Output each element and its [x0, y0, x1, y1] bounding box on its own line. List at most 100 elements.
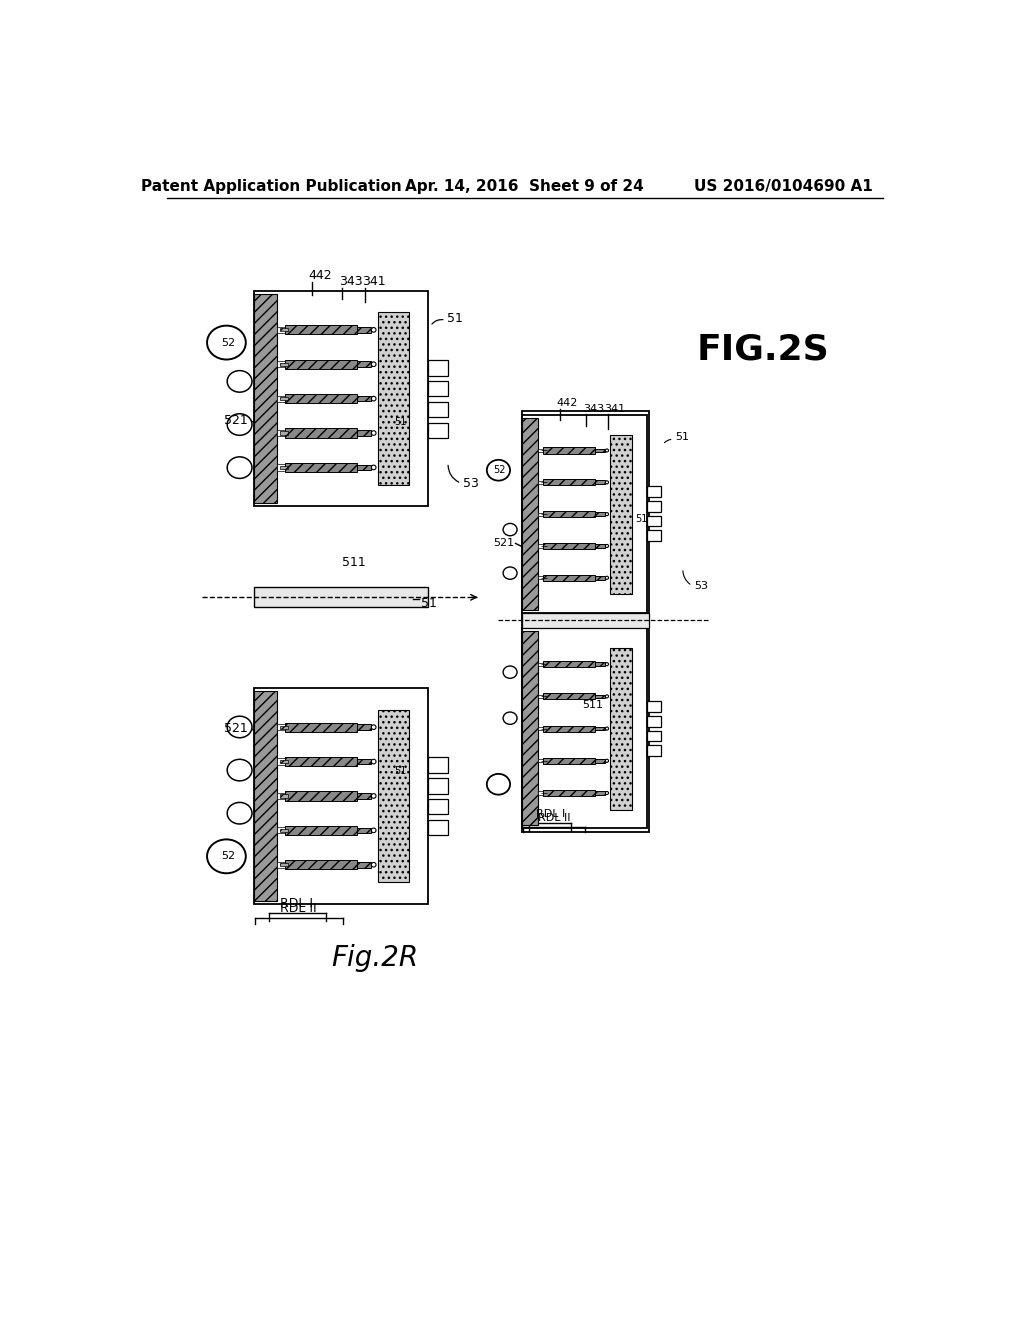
- Bar: [280, 863, 289, 866]
- Bar: [538, 544, 550, 548]
- Bar: [647, 502, 662, 512]
- Bar: [276, 362, 294, 367]
- Circle shape: [605, 544, 608, 548]
- Bar: [285, 861, 356, 870]
- Bar: [647, 701, 662, 711]
- Ellipse shape: [503, 524, 517, 536]
- Bar: [543, 543, 595, 549]
- Ellipse shape: [227, 717, 252, 738]
- Bar: [610, 648, 632, 810]
- Text: 51: 51: [636, 513, 648, 524]
- Bar: [595, 663, 605, 667]
- Circle shape: [372, 725, 376, 730]
- Bar: [538, 759, 550, 763]
- Text: 521: 521: [223, 413, 248, 426]
- Text: 51: 51: [675, 432, 689, 442]
- Bar: [356, 828, 371, 833]
- Bar: [428, 422, 449, 438]
- Circle shape: [372, 362, 376, 367]
- Bar: [276, 759, 294, 764]
- Text: 51: 51: [421, 597, 437, 610]
- Circle shape: [372, 828, 376, 833]
- Text: 341: 341: [362, 275, 386, 288]
- Bar: [285, 395, 356, 404]
- Circle shape: [605, 449, 608, 451]
- Text: 511: 511: [342, 556, 367, 569]
- Text: 343: 343: [339, 275, 362, 288]
- Bar: [428, 779, 449, 793]
- Bar: [276, 828, 294, 833]
- Bar: [254, 688, 428, 904]
- Bar: [595, 791, 605, 795]
- Bar: [428, 381, 449, 396]
- Bar: [521, 628, 647, 829]
- Text: 51: 51: [447, 312, 463, 325]
- Bar: [285, 325, 356, 334]
- Ellipse shape: [207, 840, 246, 874]
- Bar: [543, 511, 595, 517]
- Circle shape: [372, 465, 376, 470]
- Bar: [285, 756, 356, 766]
- Text: Apr. 14, 2016  Sheet 9 of 24: Apr. 14, 2016 Sheet 9 of 24: [406, 180, 644, 194]
- Text: 52: 52: [221, 338, 236, 347]
- Bar: [543, 726, 595, 731]
- Circle shape: [605, 663, 608, 665]
- Bar: [356, 465, 371, 470]
- Ellipse shape: [227, 803, 252, 824]
- Bar: [538, 694, 550, 698]
- Bar: [280, 363, 289, 366]
- Bar: [285, 359, 356, 368]
- Text: 52: 52: [493, 465, 506, 475]
- Bar: [543, 574, 595, 581]
- Bar: [428, 360, 449, 376]
- Bar: [595, 727, 605, 730]
- Bar: [543, 789, 595, 796]
- Ellipse shape: [227, 413, 252, 436]
- Bar: [280, 829, 289, 832]
- Text: 343: 343: [583, 404, 604, 413]
- Circle shape: [605, 577, 608, 579]
- Bar: [538, 792, 550, 795]
- Bar: [254, 692, 276, 900]
- Text: RDL II: RDL II: [281, 902, 316, 915]
- Bar: [280, 726, 289, 729]
- Bar: [254, 294, 276, 503]
- Bar: [538, 480, 550, 484]
- Bar: [280, 329, 289, 331]
- Bar: [538, 449, 550, 451]
- Bar: [276, 430, 294, 436]
- Bar: [356, 430, 371, 436]
- Bar: [276, 725, 294, 730]
- Text: 521: 521: [493, 539, 514, 548]
- Text: 341: 341: [604, 404, 626, 413]
- Text: RDL I: RDL I: [536, 809, 565, 820]
- Ellipse shape: [227, 457, 252, 478]
- Bar: [285, 826, 356, 836]
- Text: RDL I: RDL I: [281, 898, 313, 911]
- Circle shape: [372, 759, 376, 764]
- Bar: [276, 396, 294, 401]
- Text: US 2016/0104690 A1: US 2016/0104690 A1: [693, 180, 872, 194]
- Bar: [356, 327, 371, 333]
- Bar: [276, 465, 294, 470]
- Bar: [285, 429, 356, 438]
- Bar: [595, 480, 605, 484]
- Ellipse shape: [503, 568, 517, 579]
- Bar: [285, 792, 356, 800]
- Bar: [356, 759, 371, 764]
- Bar: [647, 531, 662, 541]
- Bar: [647, 487, 662, 498]
- Circle shape: [605, 512, 608, 516]
- Bar: [538, 577, 550, 579]
- Text: 53: 53: [463, 477, 478, 490]
- Bar: [521, 414, 647, 612]
- Text: 53: 53: [693, 581, 708, 591]
- Circle shape: [372, 430, 376, 436]
- Bar: [647, 715, 662, 726]
- Bar: [285, 722, 356, 731]
- Text: 521: 521: [223, 722, 248, 735]
- Bar: [543, 479, 595, 486]
- Bar: [428, 820, 449, 836]
- Bar: [378, 710, 410, 882]
- Bar: [254, 290, 428, 507]
